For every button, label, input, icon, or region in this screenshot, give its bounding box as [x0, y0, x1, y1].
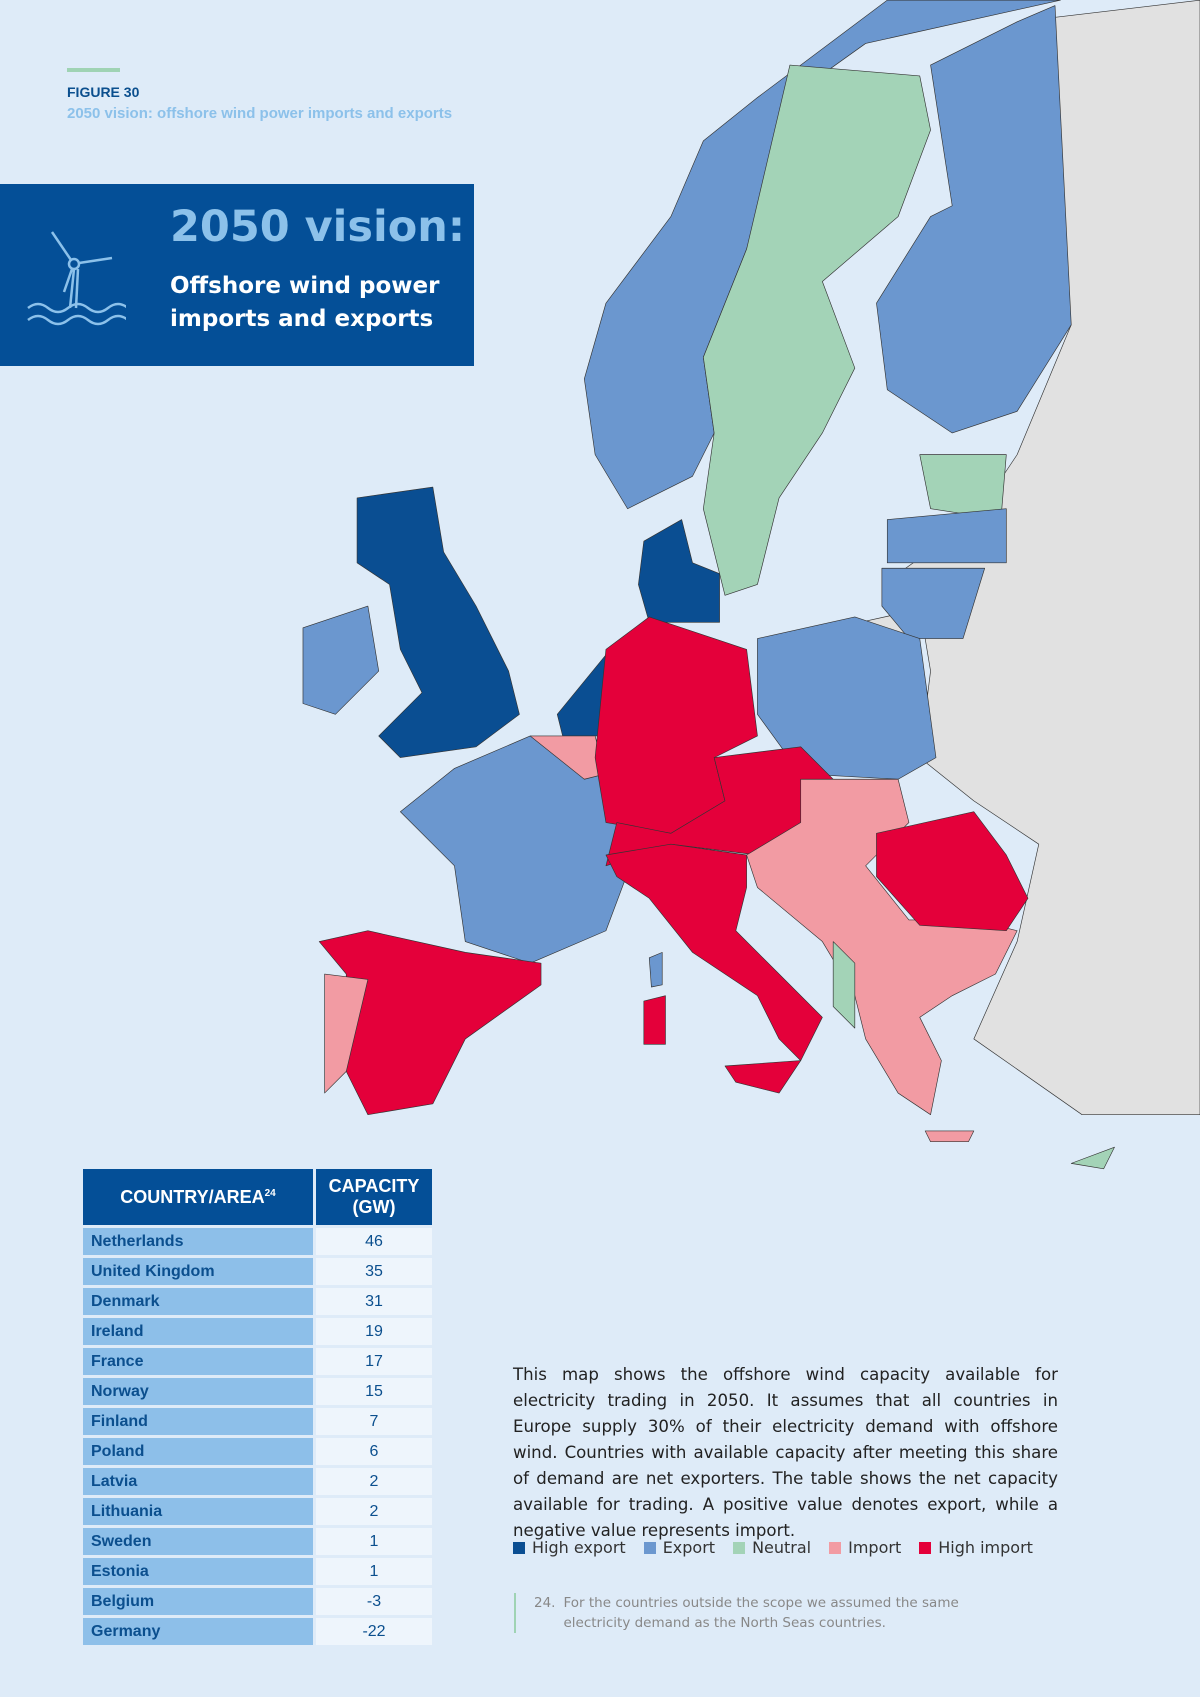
legend-item: Import — [829, 1538, 901, 1557]
crete — [924, 1130, 975, 1143]
footnote: 24. For the countries outside the scope … — [514, 1593, 1014, 1633]
finland — [876, 5, 1072, 434]
poland — [757, 616, 937, 780]
table-row: Finland 7 — [83, 1408, 432, 1435]
capacity-cell: 2 — [316, 1498, 432, 1525]
balkans — [746, 778, 1018, 1116]
capacity-cell: 19 — [316, 1318, 432, 1345]
corsica — [648, 952, 663, 988]
legend-item: High import — [919, 1538, 1033, 1557]
capacity-cell: 7 — [316, 1408, 432, 1435]
figure-label: FIGURE 30 — [67, 84, 140, 100]
country-cell: Ireland — [83, 1318, 316, 1345]
figure-caption: 2050 vision: offshore wind power imports… — [67, 105, 453, 122]
table-row: Estonia 1 — [83, 1558, 432, 1585]
table-body: Netherlands 46 United Kingdom 35 Denmark 31 Ir… — [83, 1228, 432, 1645]
country-cell: France — [83, 1348, 316, 1375]
legend-item: High export — [513, 1538, 626, 1557]
table-row: Latvia 2 — [83, 1468, 432, 1495]
table-row: Norway 15 — [83, 1378, 432, 1405]
country-cell: Germany — [83, 1618, 316, 1645]
cyprus — [1070, 1146, 1115, 1170]
header-cell: CAPACITY (GW) — [316, 1169, 432, 1225]
country-cell: Latvia — [83, 1468, 316, 1495]
legend-label: Neutral — [752, 1538, 812, 1557]
legend-label: High import — [938, 1538, 1033, 1557]
legend-swatch — [733, 1542, 746, 1554]
france — [400, 735, 639, 964]
table-row: United Kingdom 35 — [83, 1258, 432, 1285]
footnote-text: For the countries outside the scope we a… — [563, 1595, 959, 1631]
portugal — [324, 973, 369, 1094]
table-row: France 17 — [83, 1348, 432, 1375]
table-row: Netherlands 46 — [83, 1228, 432, 1255]
figure-rule — [67, 68, 120, 72]
country-cell: Netherlands — [83, 1228, 316, 1255]
banner-title: 2050 vision: — [170, 202, 466, 252]
legend-label: High export — [532, 1538, 626, 1557]
capacity-cell: 15 — [316, 1378, 432, 1405]
header-text: COUNTRY/AREA — [120, 1186, 265, 1207]
countries — [302, 0, 1200, 1170]
capacity-cell: 46 — [316, 1228, 432, 1255]
country-cell: Estonia — [83, 1558, 316, 1585]
table-row: Poland 6 — [83, 1438, 432, 1465]
country-cell: Belgium — [83, 1588, 316, 1615]
table-row: Sweden 1 — [83, 1528, 432, 1555]
legend-label: Export — [662, 1538, 716, 1557]
sicily — [724, 1060, 802, 1094]
legend-swatch — [829, 1542, 842, 1554]
description: This map shows the offshore wind capacit… — [513, 1365, 1058, 1540]
wind-turbine-icon — [27, 231, 126, 326]
country-cell: Poland — [83, 1438, 316, 1465]
footnote-number: 24. — [534, 1595, 556, 1611]
table-row: Ireland 19 — [83, 1318, 432, 1345]
capacity-cell: 17 — [316, 1348, 432, 1375]
table-row: Belgium -3 — [83, 1588, 432, 1615]
italy — [605, 843, 823, 1061]
country-cell: Denmark — [83, 1288, 316, 1315]
capacity-cell: 2 — [316, 1468, 432, 1495]
table-row: Denmark 31 — [83, 1288, 432, 1315]
capacity-cell: 6 — [316, 1438, 432, 1465]
capacity-cell: -22 — [316, 1618, 432, 1645]
banner-subtitle: Offshore wind power imports and exports — [170, 273, 440, 332]
table-header: COUNTRY/AREA24 CAPACITY (GW) — [83, 1169, 432, 1225]
banner: 2050 vision: Offshore wind power imports… — [0, 184, 474, 366]
capacity-cell: 35 — [316, 1258, 432, 1285]
sardinia — [643, 995, 666, 1045]
capacity-cell: -3 — [316, 1588, 432, 1615]
legend: High export Export Neutral Import High impor… — [513, 1538, 1033, 1557]
capacity-table: COUNTRY/AREA24 CAPACITY (GW) Netherlands… — [83, 1166, 432, 1648]
capacity-cell: 1 — [316, 1558, 432, 1585]
albania — [832, 941, 856, 1029]
country-cell: Sweden — [83, 1528, 316, 1555]
capacity-cell: 31 — [316, 1288, 432, 1315]
footnote-ref: 24 — [264, 1187, 276, 1199]
legend-swatch — [643, 1542, 656, 1554]
sweden — [703, 64, 931, 596]
legend-label: Import — [848, 1538, 902, 1557]
united-kingdom — [356, 486, 520, 758]
table-row: Germany -22 — [83, 1618, 432, 1645]
country-cell: Finland — [83, 1408, 316, 1435]
latvia — [886, 508, 1007, 564]
country-cell: United Kingdom — [83, 1258, 316, 1285]
legend-swatch — [513, 1542, 525, 1554]
romania — [876, 811, 1029, 932]
lithuania — [881, 567, 985, 639]
legend-item: Neutral — [733, 1538, 811, 1557]
header-cell: COUNTRY/AREA24 — [83, 1169, 316, 1225]
ireland — [302, 605, 380, 715]
country-cell: Norway — [83, 1378, 316, 1405]
legend-swatch — [919, 1542, 932, 1554]
table-row: Lithuania 2 — [83, 1498, 432, 1525]
legend-item: Export — [643, 1538, 716, 1557]
capacity-cell: 1 — [316, 1528, 432, 1555]
denmark — [638, 519, 720, 623]
country-cell: Lithuania — [83, 1498, 316, 1525]
